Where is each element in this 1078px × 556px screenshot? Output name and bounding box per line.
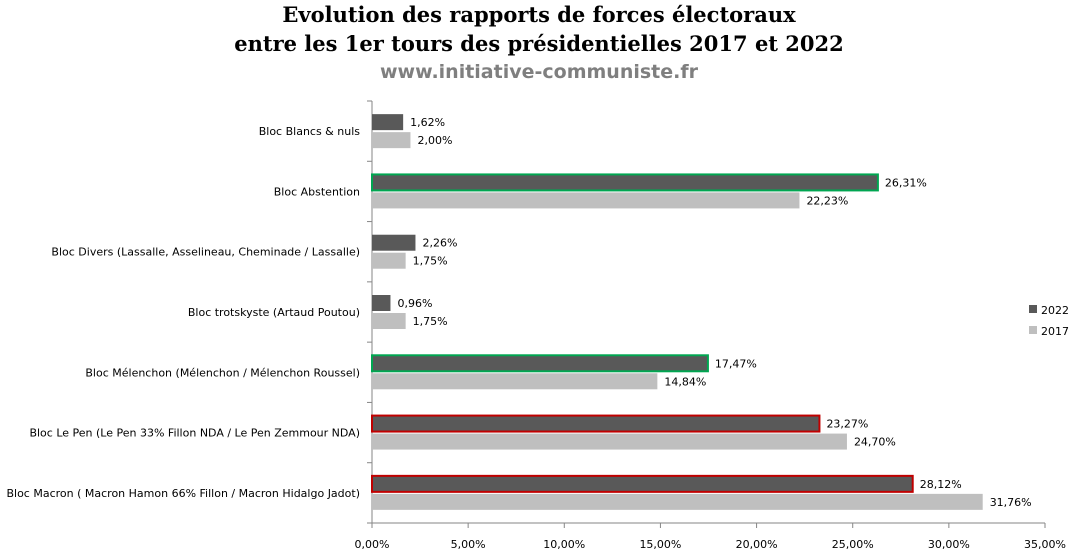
data-label-2022: 26,31%: [885, 176, 927, 189]
bar-2022-bloc-abstention: [371, 173, 879, 192]
chart-title-line-2: entre les 1er tours des présidentielles …: [234, 31, 844, 56]
bar-2017-bloc-abstention: [372, 192, 800, 209]
data-label-2017: 31,76%: [990, 496, 1032, 509]
bar-2022-bloc-trotskyste-artaud-poutou: [372, 295, 391, 311]
bar-2017-bloc-divers-lassalle-asselineau-cheminad: [372, 252, 406, 269]
data-label-2017: 1,75%: [413, 255, 448, 268]
bar-2022-bloc-le-pen-le-pen-33-fillon-nda-le-pen-: [371, 414, 821, 433]
bar-2017-bloc-macron-macron-hamon-66-fillon-macro: [372, 493, 983, 510]
data-label-2022: 2,26%: [422, 237, 457, 250]
data-label-2022: 28,12%: [920, 478, 962, 491]
data-label-2017: 14,84%: [664, 375, 706, 388]
data-label-2022: 0,96%: [397, 297, 432, 310]
bar-2022-bloc-macron-macron-hamon-66-fillon-macro: [371, 474, 914, 493]
data-label-2017: 22,23%: [806, 194, 848, 207]
x-tick-label: 35,00%: [1024, 538, 1066, 551]
category-label-bloc-blancs-nuls: Bloc Blancs & nuls: [259, 125, 361, 138]
bar-2017-bloc-blancs-nuls: [372, 132, 411, 149]
bar-2017-bloc-trotskyste-artaud-poutou: [372, 313, 406, 329]
x-tick-label: 0,00%: [355, 538, 390, 551]
bar-2022-bloc-melenchon-melenchon-melenchon-rouss: [371, 354, 709, 373]
data-label-2022: 23,27%: [826, 418, 868, 431]
category-label-bloc-melenchon-melenchon-melenchon-rouss: Bloc Mélenchon (Mélenchon / Mélenchon Ro…: [85, 366, 360, 379]
bar-2022-bloc-blancs-nuls: [372, 114, 404, 131]
x-tick-label: 5,00%: [451, 538, 486, 551]
x-tick-label: 15,00%: [639, 538, 681, 551]
bar-2022-bloc-divers-lassalle-asselineau-cheminad: [372, 234, 416, 251]
x-tick-label: 30,00%: [928, 538, 970, 551]
category-label-bloc-abstention: Bloc Abstention: [274, 185, 360, 198]
data-label-2017: 2,00%: [417, 134, 452, 147]
data-label-2017: 24,70%: [854, 436, 896, 449]
category-label-bloc-le-pen-le-pen-33-fillon-nda-le-pen-: Bloc Le Pen (Le Pen 33% Fillon NDA / Le …: [29, 427, 360, 440]
category-label-bloc-divers-lassalle-asselineau-cheminad: Bloc Divers (Lassalle, Asselineau, Chemi…: [51, 246, 360, 259]
data-label-2017: 1,75%: [413, 315, 448, 328]
category-label-bloc-macron-macron-hamon-66-fillon-macro: Bloc Macron ( Macron Hamon 66% Fillon / …: [6, 487, 360, 500]
legend-swatch-2017: [1029, 326, 1037, 334]
data-label-2022: 1,62%: [410, 116, 445, 129]
chart-title-line-1: Evolution des rapports de forces élector…: [282, 2, 796, 27]
legend-label-2022: 2022: [1041, 304, 1069, 317]
data-label-2022: 17,47%: [715, 357, 757, 370]
category-label-bloc-trotskyste-artaud-poutou: Bloc trotskyste (Artaud Poutou): [188, 306, 360, 319]
bar-2017-bloc-melenchon-melenchon-melenchon-rouss: [372, 373, 658, 390]
x-tick-label: 25,00%: [832, 538, 874, 551]
legend-swatch-2022: [1029, 305, 1037, 313]
bar-2017-bloc-le-pen-le-pen-33-fillon-nda-le-pen-: [372, 433, 847, 450]
legend-label-2017: 2017: [1041, 325, 1069, 338]
x-tick-label: 20,00%: [736, 538, 778, 551]
chart-subtitle-url: www.initiative-communiste.fr: [380, 61, 698, 83]
x-tick-label: 10,00%: [543, 538, 585, 551]
